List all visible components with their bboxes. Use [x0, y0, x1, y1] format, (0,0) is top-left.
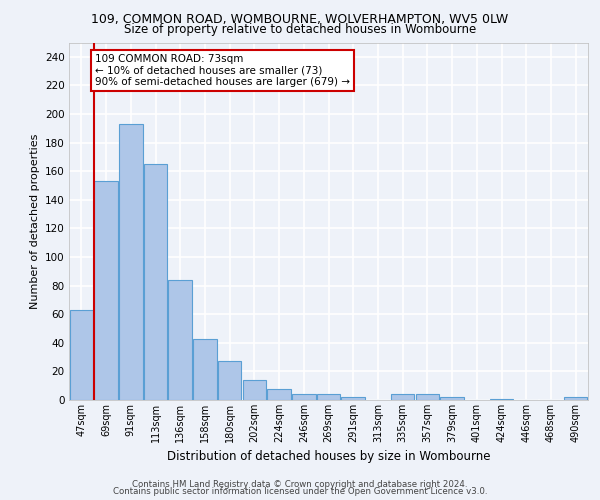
Bar — [292, 394, 316, 400]
Bar — [317, 394, 340, 400]
Bar — [341, 397, 365, 400]
Text: Contains public sector information licensed under the Open Government Licence v3: Contains public sector information licen… — [113, 488, 487, 496]
Bar — [94, 181, 118, 400]
Bar — [144, 164, 167, 400]
Bar — [242, 380, 266, 400]
Bar — [490, 398, 513, 400]
Y-axis label: Number of detached properties: Number of detached properties — [29, 134, 40, 309]
X-axis label: Distribution of detached houses by size in Wombourne: Distribution of detached houses by size … — [167, 450, 490, 464]
Bar — [169, 280, 192, 400]
Text: Size of property relative to detached houses in Wombourne: Size of property relative to detached ho… — [124, 24, 476, 36]
Text: Contains HM Land Registry data © Crown copyright and database right 2024.: Contains HM Land Registry data © Crown c… — [132, 480, 468, 489]
Bar — [440, 397, 464, 400]
Text: 109 COMMON ROAD: 73sqm
← 10% of detached houses are smaller (73)
90% of semi-det: 109 COMMON ROAD: 73sqm ← 10% of detached… — [95, 54, 350, 87]
Bar — [564, 397, 587, 400]
Bar — [416, 394, 439, 400]
Bar — [70, 310, 93, 400]
Bar — [193, 338, 217, 400]
Bar — [391, 394, 415, 400]
Bar — [268, 388, 291, 400]
Text: 109, COMMON ROAD, WOMBOURNE, WOLVERHAMPTON, WV5 0LW: 109, COMMON ROAD, WOMBOURNE, WOLVERHAMPT… — [91, 12, 509, 26]
Bar — [218, 362, 241, 400]
Bar — [119, 124, 143, 400]
